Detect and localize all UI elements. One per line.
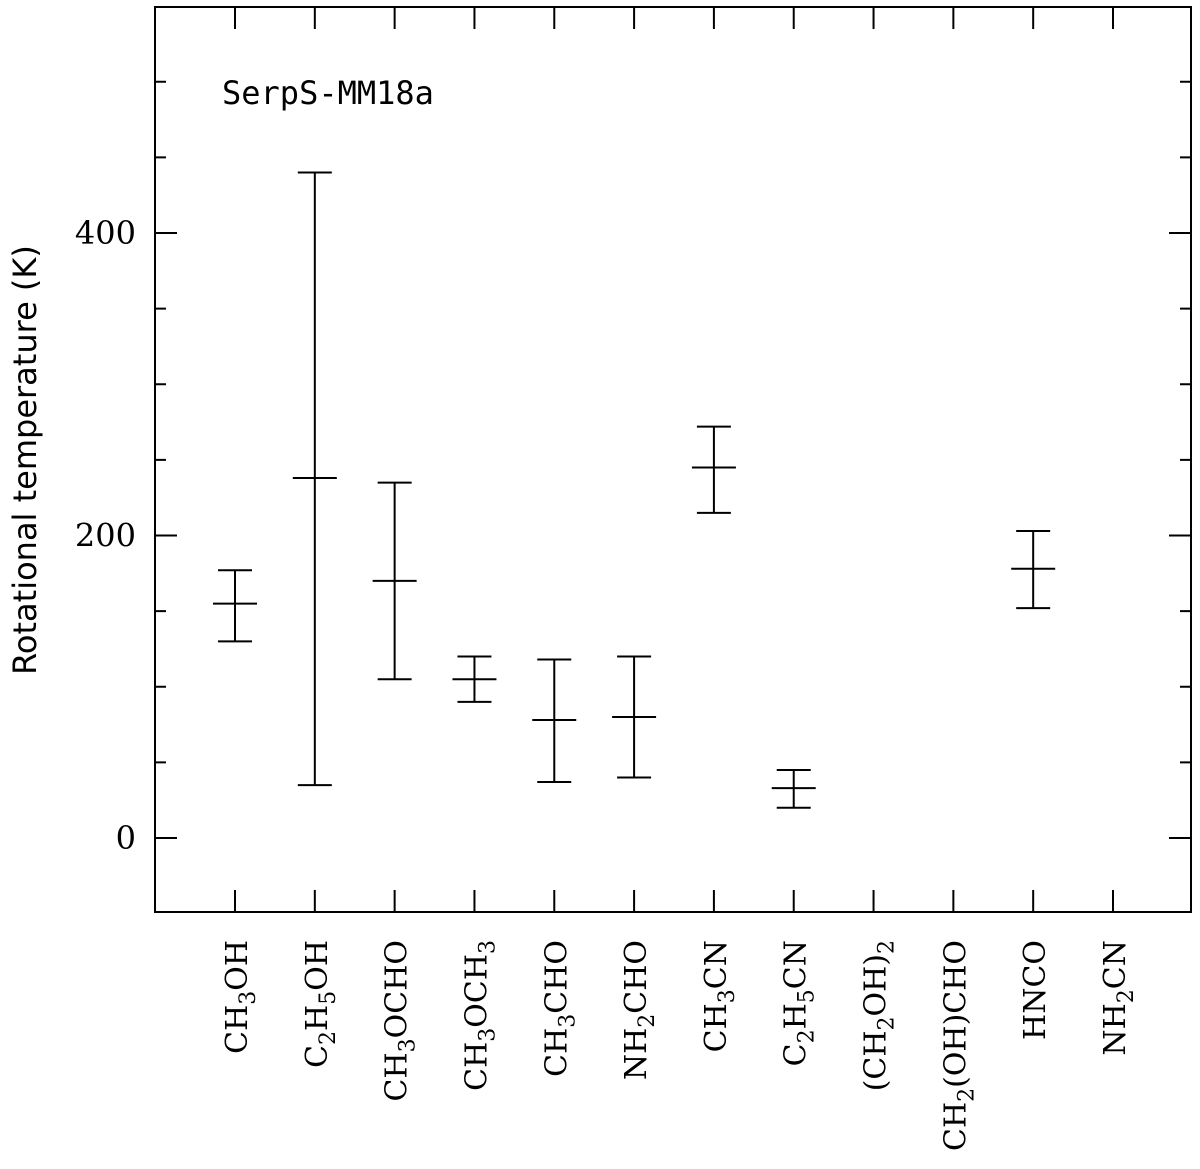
data-marks: [213, 171, 1056, 809]
chart-title: SerpS-MM18a: [222, 74, 434, 112]
data-point: [292, 171, 337, 787]
x-category-label: C2H5OH: [300, 940, 341, 1068]
x-category-label: CH3OCH3: [459, 940, 500, 1091]
axis-ticks: [155, 7, 1191, 912]
y-tick-label: 200: [75, 517, 136, 555]
plot-frame: [154, 6, 1192, 913]
x-category-label: NH2CHO: [619, 940, 660, 1080]
data-point: [532, 658, 577, 784]
x-category-label: (CH2OH)2: [859, 940, 900, 1091]
data-point: [771, 768, 816, 809]
data-point: [1011, 529, 1056, 610]
y-tick-label: 400: [75, 214, 136, 252]
data-point: [612, 655, 657, 779]
data-point: [213, 569, 257, 643]
x-category-label: C2H5CN: [779, 940, 820, 1066]
x-category-label: CH3CN: [699, 940, 740, 1052]
data-point: [452, 655, 497, 703]
data-point: [372, 481, 417, 681]
x-category-label: CH2(OH)CHO: [938, 940, 979, 1151]
y-tick-labels: 0 200 400: [75, 214, 136, 857]
x-category-label: NH2CN: [1098, 940, 1139, 1056]
x-category-label: CH3CHO: [539, 940, 580, 1077]
y-tick-label: 0: [116, 819, 136, 857]
y-axis-label: Rotational temperature (K): [6, 245, 44, 675]
x-category-labels: CH3OH C2H5OH CH3OCHO CH3OCH3 CH3CHO NH2CHO CH3…: [220, 940, 1139, 1151]
x-category-label: HNCO: [1018, 940, 1053, 1040]
x-category-label: CH3OCHO: [380, 940, 421, 1101]
x-category-label: CH3OH: [220, 940, 261, 1054]
data-point: [691, 425, 736, 514]
